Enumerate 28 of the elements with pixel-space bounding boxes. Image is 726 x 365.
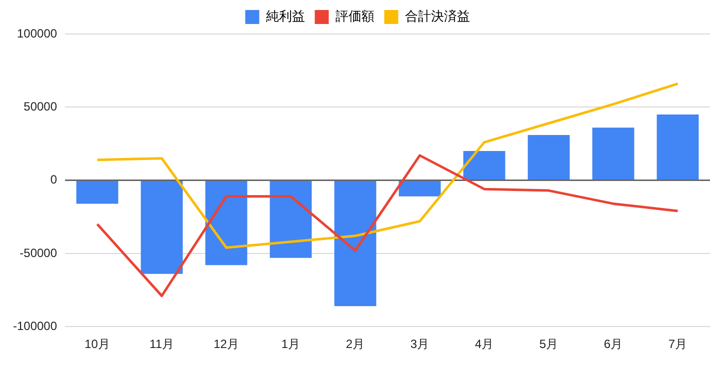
bar: [592, 128, 634, 180]
bar: [205, 181, 248, 266]
bar: [76, 181, 118, 204]
bar: [463, 151, 506, 180]
x-tick-label: 5月: [539, 337, 558, 352]
bar: [398, 181, 441, 196]
y-tick-label: 50000: [24, 99, 58, 114]
legend-label: 純利益: [266, 8, 305, 24]
legend-label: 合計決済益: [404, 8, 470, 24]
bar: [270, 181, 312, 258]
bar: [528, 134, 570, 180]
x-tick-label: 6月: [604, 337, 623, 352]
x-tick-label: 10月: [84, 337, 110, 352]
y-tick-label: 100000: [16, 26, 58, 40]
x-tick-label: 1月: [281, 337, 300, 352]
x-tick-label: 4月: [474, 337, 494, 352]
y-tick-label: -100000: [12, 318, 58, 333]
bar: [334, 181, 376, 306]
x-tick-label: 11月: [150, 337, 174, 352]
bar: [140, 181, 183, 274]
legend-label: 評価額: [335, 8, 374, 24]
y-tick-label: -50000: [20, 246, 58, 260]
y-tick-label: 0: [50, 172, 58, 187]
x-tick-label: 2月: [346, 337, 365, 352]
bar: [656, 114, 699, 180]
x-tick-label: 12月: [214, 337, 239, 352]
x-tick-label: 7月: [668, 337, 688, 352]
x-tick-label: 3月: [410, 337, 430, 352]
